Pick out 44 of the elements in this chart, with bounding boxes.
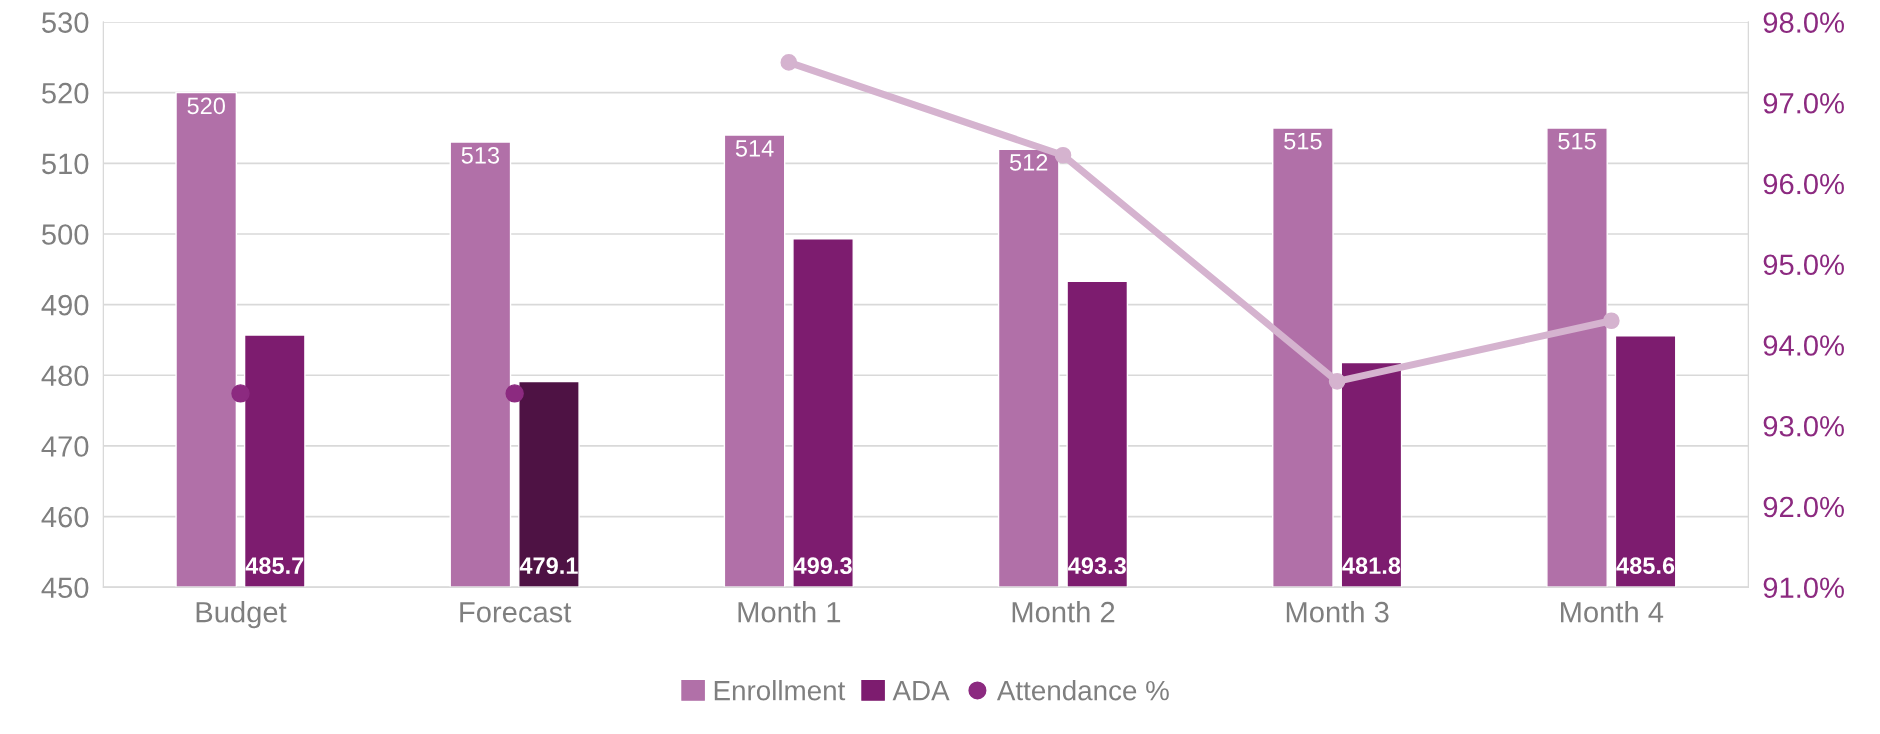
x-tick-label: Month 4 [1561,601,1664,623]
y-tick-label: 510 [42,153,89,175]
x-tick-label: Month 2 [1012,601,1115,623]
y2-tick-label: 97.0% [1763,92,1844,114]
data-label: 514 [735,140,774,157]
x-tick-label: Month 1 [738,601,841,623]
point [780,54,798,71]
y2-tick-label: 94.0% [1763,335,1844,356]
data-label: 515 [1558,133,1596,150]
point [505,384,524,403]
x-tick-label: Month 3 [1286,601,1389,623]
y-tick-label: 470 [41,436,89,457]
legend-label: ADA [892,681,950,701]
data-label: 485.7 [245,557,304,575]
data-label: 493.3 [1068,557,1126,575]
y-tick-label: 480 [41,365,89,387]
data-label: 479.1 [519,557,578,575]
point [1328,372,1346,390]
y2-tick-label: 92.0% [1763,496,1844,518]
y2-tick-label: 96.0% [1763,173,1844,195]
data-label: 513 [461,146,500,164]
y-tick-label: 450 [41,577,89,599]
y-tick-label: 520 [42,82,89,104]
y-tick-label: 460 [41,506,89,528]
y2-tick-label: 98.0% [1763,12,1844,33]
x-tick-label: Forecast [460,602,572,623]
data-label: 481.8 [1342,557,1401,575]
data-label: 512 [1009,154,1048,171]
y-tick-label: 530 [42,12,89,33]
y2-tick-label: 91.0% [1763,577,1844,599]
point [231,384,250,403]
data-label: 485.6 [1616,557,1675,575]
y2-tick-label: 95.0% [1763,254,1844,276]
point [1054,146,1072,164]
data-label: 520 [187,97,225,115]
point [1602,312,1620,330]
data-label: 499.3 [793,557,852,575]
y-tick-label: 490 [41,294,89,316]
y-tick-label: 500 [42,224,89,245]
y2-tick-label: 93.0% [1763,415,1844,437]
legend-label: Enrollment [714,680,846,701]
x-tick-label: Budget [196,601,287,629]
data-label: 515 [1284,133,1322,150]
legend-label: Attendance % [996,680,1169,701]
